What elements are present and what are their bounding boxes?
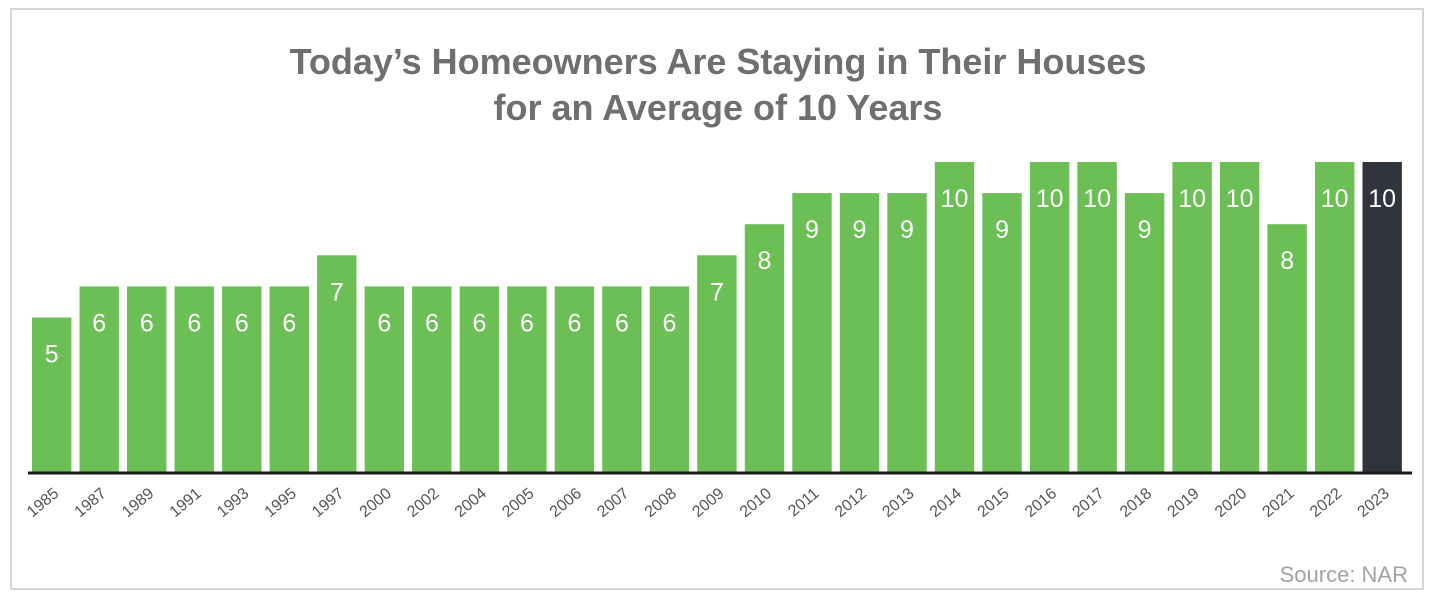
bar-2020 <box>1219 162 1260 473</box>
bar-1989 <box>127 286 167 473</box>
bar-2013 <box>887 193 927 473</box>
value-label-2008: 6 <box>662 309 676 337</box>
bar-1985 <box>32 317 72 473</box>
x-tick-label-2012: 2012 <box>832 485 870 521</box>
value-label-2011: 9 <box>805 216 819 244</box>
bar-1997 <box>317 255 357 473</box>
bar-2008 <box>649 286 690 473</box>
value-label-2019: 10 <box>1178 185 1206 213</box>
x-tick-label-1991: 1991 <box>167 485 205 521</box>
value-label-2023: 10 <box>1368 185 1396 213</box>
x-tick-label-1985: 1985 <box>24 485 62 521</box>
x-tick-label-2013: 2013 <box>879 485 917 521</box>
bar-2006 <box>554 286 595 473</box>
bar-2021 <box>1267 224 1307 473</box>
x-tick-label-2004: 2004 <box>452 485 490 521</box>
bar-2015 <box>982 193 1022 473</box>
value-label-2020: 10 <box>1226 185 1254 213</box>
bar-2018 <box>1124 193 1165 473</box>
value-label-1989: 6 <box>140 309 154 337</box>
bar-2016 <box>1029 162 1070 473</box>
x-tick-label-2023: 2023 <box>1355 485 1393 521</box>
value-label-2009: 7 <box>710 278 724 306</box>
x-tick-label-2018: 2018 <box>1117 485 1155 521</box>
x-tick-labels-layer: 1985 1987 1989 1991 1993 1995 1997 2000 2002 2004… <box>24 485 1393 521</box>
bars-layer <box>32 162 1402 473</box>
bar-2019 <box>1172 162 1212 473</box>
x-tick-label-1995: 1995 <box>262 485 300 521</box>
x-tick-label-2002: 2002 <box>404 485 442 521</box>
value-label-2006: 6 <box>567 309 581 337</box>
value-label-2000: 6 <box>377 309 391 337</box>
x-tick-label-2021: 2021 <box>1260 485 1298 521</box>
value-label-2021: 8 <box>1280 247 1294 275</box>
bar-1993 <box>222 286 262 473</box>
bar-2014 <box>934 162 975 473</box>
x-tick-label-2016: 2016 <box>1022 485 1060 521</box>
value-label-2007: 6 <box>615 309 629 337</box>
value-label-2015: 9 <box>995 216 1009 244</box>
x-tick-label-2007: 2007 <box>594 485 632 521</box>
bar-2023 <box>1362 162 1402 473</box>
x-tick-label-2014: 2014 <box>927 485 965 521</box>
bar-2017 <box>1077 162 1117 473</box>
value-label-1987: 6 <box>92 309 106 337</box>
bar-2010 <box>744 224 785 473</box>
bar-2002 <box>412 286 452 473</box>
value-label-2017: 10 <box>1083 185 1111 213</box>
chart-title-line-1: Today’s Homeowners Are Staying in Their … <box>289 41 1147 82</box>
chart-title-line-2: for an Average of 10 Years <box>493 87 943 128</box>
bar-2011 <box>792 193 832 473</box>
source-note: Source: NAR <box>1279 562 1408 587</box>
bar-2005 <box>507 286 547 473</box>
bar-2004 <box>459 286 500 473</box>
bar-2012 <box>839 193 880 473</box>
bar-1995 <box>269 286 309 473</box>
x-tick-label-2010: 2010 <box>737 485 775 521</box>
x-tick-label-2006: 2006 <box>547 485 585 521</box>
x-tick-label-2017: 2017 <box>1069 485 1107 521</box>
x-tick-label-2022: 2022 <box>1307 485 1345 521</box>
value-label-2012: 9 <box>853 216 867 244</box>
x-tick-label-2005: 2005 <box>499 485 537 521</box>
x-tick-label-1993: 1993 <box>214 485 252 521</box>
value-label-1991: 6 <box>187 309 201 337</box>
value-label-1985: 5 <box>45 341 59 369</box>
bar-2007 <box>602 286 642 473</box>
value-label-1997: 7 <box>330 278 344 306</box>
bar-1987 <box>79 286 119 473</box>
value-label-2004: 6 <box>472 309 486 337</box>
bar-2009 <box>697 255 737 473</box>
x-tick-label-2020: 2020 <box>1212 485 1250 521</box>
value-label-2005: 6 <box>520 309 534 337</box>
x-tick-label-2011: 2011 <box>785 485 822 520</box>
value-label-2013: 9 <box>900 216 914 244</box>
x-tick-label-1989: 1989 <box>119 485 157 521</box>
x-tick-label-1997: 1997 <box>309 485 347 521</box>
value-label-2010: 8 <box>758 247 772 275</box>
x-tick-label-2000: 2000 <box>357 485 395 521</box>
x-tick-label-2008: 2008 <box>642 485 680 521</box>
x-tick-label-2019: 2019 <box>1164 485 1202 521</box>
value-labels-layer: 5 6 6 6 6 6 7 6 6 6 6 6 6 6 7 8 9 9 9 10 9 10 10 9 10 10 8 10 10 <box>45 185 1396 369</box>
bar-1991 <box>174 286 214 473</box>
bar-2000 <box>364 286 404 473</box>
value-label-2016: 10 <box>1036 185 1064 213</box>
value-label-2022: 10 <box>1321 185 1349 213</box>
x-tick-label-2009: 2009 <box>689 485 727 521</box>
value-label-2018: 9 <box>1138 216 1152 244</box>
value-label-2014: 10 <box>941 185 969 213</box>
bar-2022 <box>1315 162 1355 473</box>
value-label-1995: 6 <box>282 309 296 337</box>
x-tick-label-2015: 2015 <box>974 485 1012 521</box>
value-label-2002: 6 <box>425 309 439 337</box>
value-label-1993: 6 <box>235 309 249 337</box>
x-tick-label-1987: 1987 <box>72 485 110 521</box>
